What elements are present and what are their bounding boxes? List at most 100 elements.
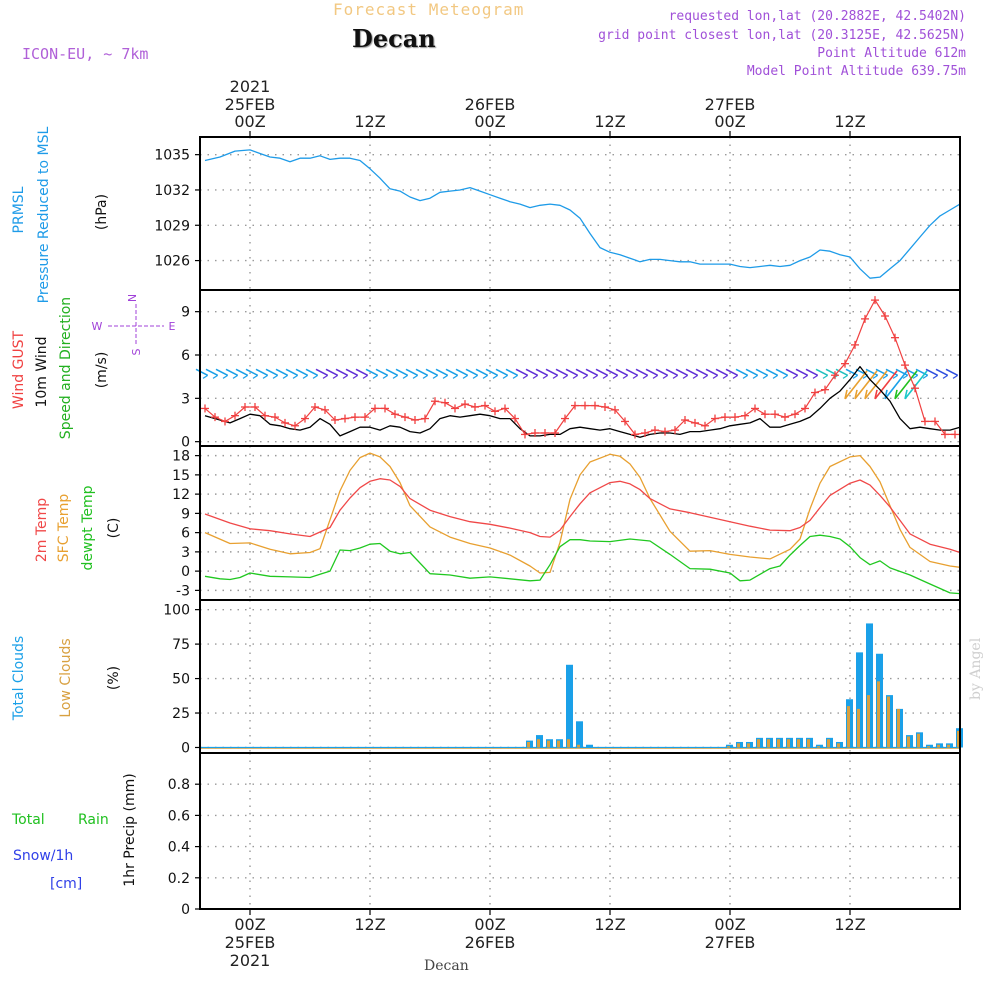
x-tick-label-top: 12Z [594,112,625,131]
wind-barb [545,368,559,377]
y-tick-label: 1035 [154,148,190,164]
y-tick-label: 12 [172,487,190,503]
low-cloud-bar [817,746,820,748]
compass-south: S [130,348,143,355]
wind-barb-tip [932,374,939,379]
low-cloud-bar [747,743,750,748]
wind-barb [945,368,959,377]
wind-barb [375,368,389,377]
wind-barb [705,368,719,377]
wind-barb-tip [712,374,719,379]
wind-arrow-head [894,389,898,400]
panel-frames [199,136,961,910]
low-cloud-bar [857,708,860,748]
wind-barb-tip [692,374,699,379]
wind-barb-tip [622,374,629,379]
y-tick-label: 6 [181,348,190,364]
x-date-label-top: 26FEB [465,95,516,114]
low-cloud-bar [537,739,540,748]
wind-arrow-head [854,389,858,400]
wind-10m-line [204,365,961,438]
wind-barb-tip [492,374,499,379]
wind-barb-tip [212,374,219,379]
p5-unit: 1hr Precip (mm) [122,773,138,886]
wind-barb [355,368,369,377]
wind-barb-tip [472,374,479,379]
x-date-label-bottom: 25FEB [225,933,276,952]
wind-barb [345,368,359,377]
wind-barb-tip [952,374,959,379]
panel-labels: PRMSL Pressure Reduced to MSL (hPa) Wind… [11,126,138,892]
y-tick-label: 75 [172,637,190,653]
wind-barb [565,368,579,377]
wind-barb [465,368,479,377]
wind-arrow [844,370,868,400]
wind-barb [875,368,889,377]
wind-barb-tip [632,374,639,379]
p2-label-gust: Wind GUST [11,330,27,409]
wind-barb-tip [272,374,279,379]
wind-barb-tip [872,374,879,379]
point-altitude: Point Altitude 612m [817,46,966,61]
wind-barb-tip [412,374,419,379]
low-cloud-bar [787,739,790,748]
wind-barb-tip [532,374,539,379]
wind-barb [635,368,649,377]
wind-barb-tip [252,374,259,379]
wind-barb-tip [752,374,759,379]
wind-barb-tip [282,374,289,379]
wind-barb-tip [942,374,949,379]
x-tick-label-bottom: 12Z [354,915,385,934]
wind-barb-tip [572,374,579,379]
x-date-label-bottom: 26FEB [465,933,516,952]
wind-barb-tip [522,374,529,379]
wind-barb-tip [352,374,359,379]
y-tick-label: 0.6 [168,808,190,824]
wind-barb [205,368,219,377]
dewpt-line [204,534,961,595]
grid-point-coordinates: grid point closest lon,lat (20.3125E, 42… [598,28,966,43]
wind-barb-tip [462,374,469,379]
y-tick-label: 9 [181,305,190,321]
wind-arrow [894,370,918,400]
wind-barb-tip [592,374,599,379]
wind-barb-tip [762,374,769,379]
wind-barb-tip [682,374,689,379]
wind-barb-tip [812,374,819,379]
p5-label-snow: Snow/1h [13,848,73,864]
y-tick-label: 1026 [154,254,190,270]
wind-barb [865,368,879,377]
x-date-label-top: 25FEB [225,95,276,114]
wind-barb [695,368,709,377]
wind-barb [285,368,299,377]
wind-barb-tip [242,374,249,379]
wind-barb [265,368,279,377]
wind-barb-tip [652,374,659,379]
wind-barb-tip [902,374,909,379]
wind-barb [455,368,469,377]
wind-barb-tip [372,374,379,379]
p3-label-dewpt: dewpt Temp [80,485,96,570]
wind-barb [395,368,409,377]
wind-barb-tip [562,374,569,379]
y-tick-label: 0.4 [168,840,190,856]
low-cloud-bar [547,740,550,748]
wind-barb-tip [302,374,309,379]
wind-barb-tip [802,374,809,379]
y-tick-label: 6 [181,526,190,542]
wind-barb-tip [442,374,449,379]
panel-frame [199,752,961,910]
low-cloud-bar [877,681,880,748]
wind-barb-tip [542,374,549,379]
p4-label-low-clouds: Low Clouds [58,638,74,717]
y-tick-label: 9 [181,506,190,522]
wind-barb [225,368,239,377]
wind-barb [665,368,679,377]
wind-barb-tip [912,374,919,379]
wind-barb [295,368,309,377]
p3-label-t2m: 2m Temp [34,498,50,562]
wind-barb [195,368,209,377]
wind-barb-tip [702,374,709,379]
wind-barb [255,368,269,377]
wind-barb [895,368,909,377]
